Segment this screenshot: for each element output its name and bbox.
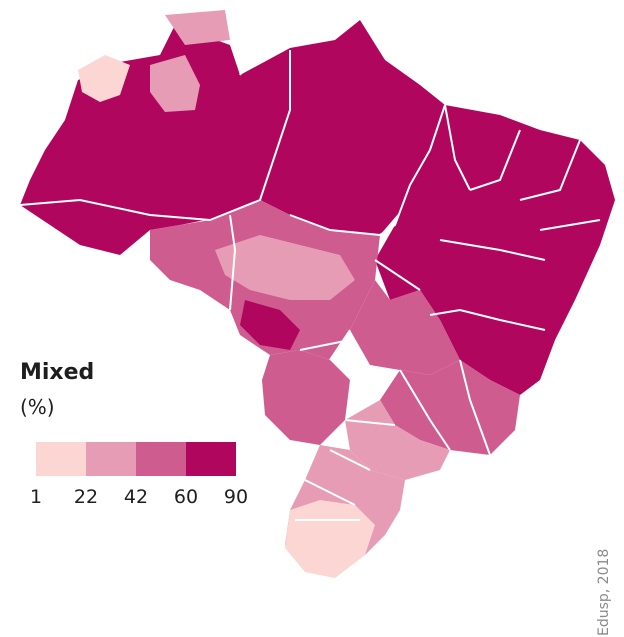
state-borders <box>19 50 601 521</box>
region-southwest <box>262 350 350 445</box>
legend-swatch-2 <box>86 442 136 476</box>
region-light-patch-top <box>165 10 230 45</box>
legend-tick-22: 22 <box>73 486 99 508</box>
legend-swatch-1 <box>36 442 86 476</box>
region-west-dark <box>240 300 300 350</box>
region-north <box>20 20 445 255</box>
legend-swatch-4 <box>186 442 236 476</box>
legend-tick-60: 60 <box>173 486 199 508</box>
region-light-patch-nw <box>78 55 130 102</box>
region-central <box>350 280 460 375</box>
region-south-light <box>285 500 375 578</box>
legend-tick-1: 1 <box>29 486 43 508</box>
legend-tick-90: 90 <box>223 486 249 508</box>
legend-tick-42: 42 <box>123 486 149 508</box>
source-credit: Edusp, 2018 <box>596 548 612 636</box>
legend-unit: (%) <box>20 395 55 419</box>
legend-color-bar <box>36 442 236 476</box>
legend-swatch-3 <box>136 442 186 476</box>
legend-title: Mixed <box>20 360 95 385</box>
region-medium-patch-nw <box>150 55 200 112</box>
region-southeast-light <box>345 400 450 480</box>
region-southeast <box>380 360 520 455</box>
region-center-west-medium <box>215 235 355 300</box>
